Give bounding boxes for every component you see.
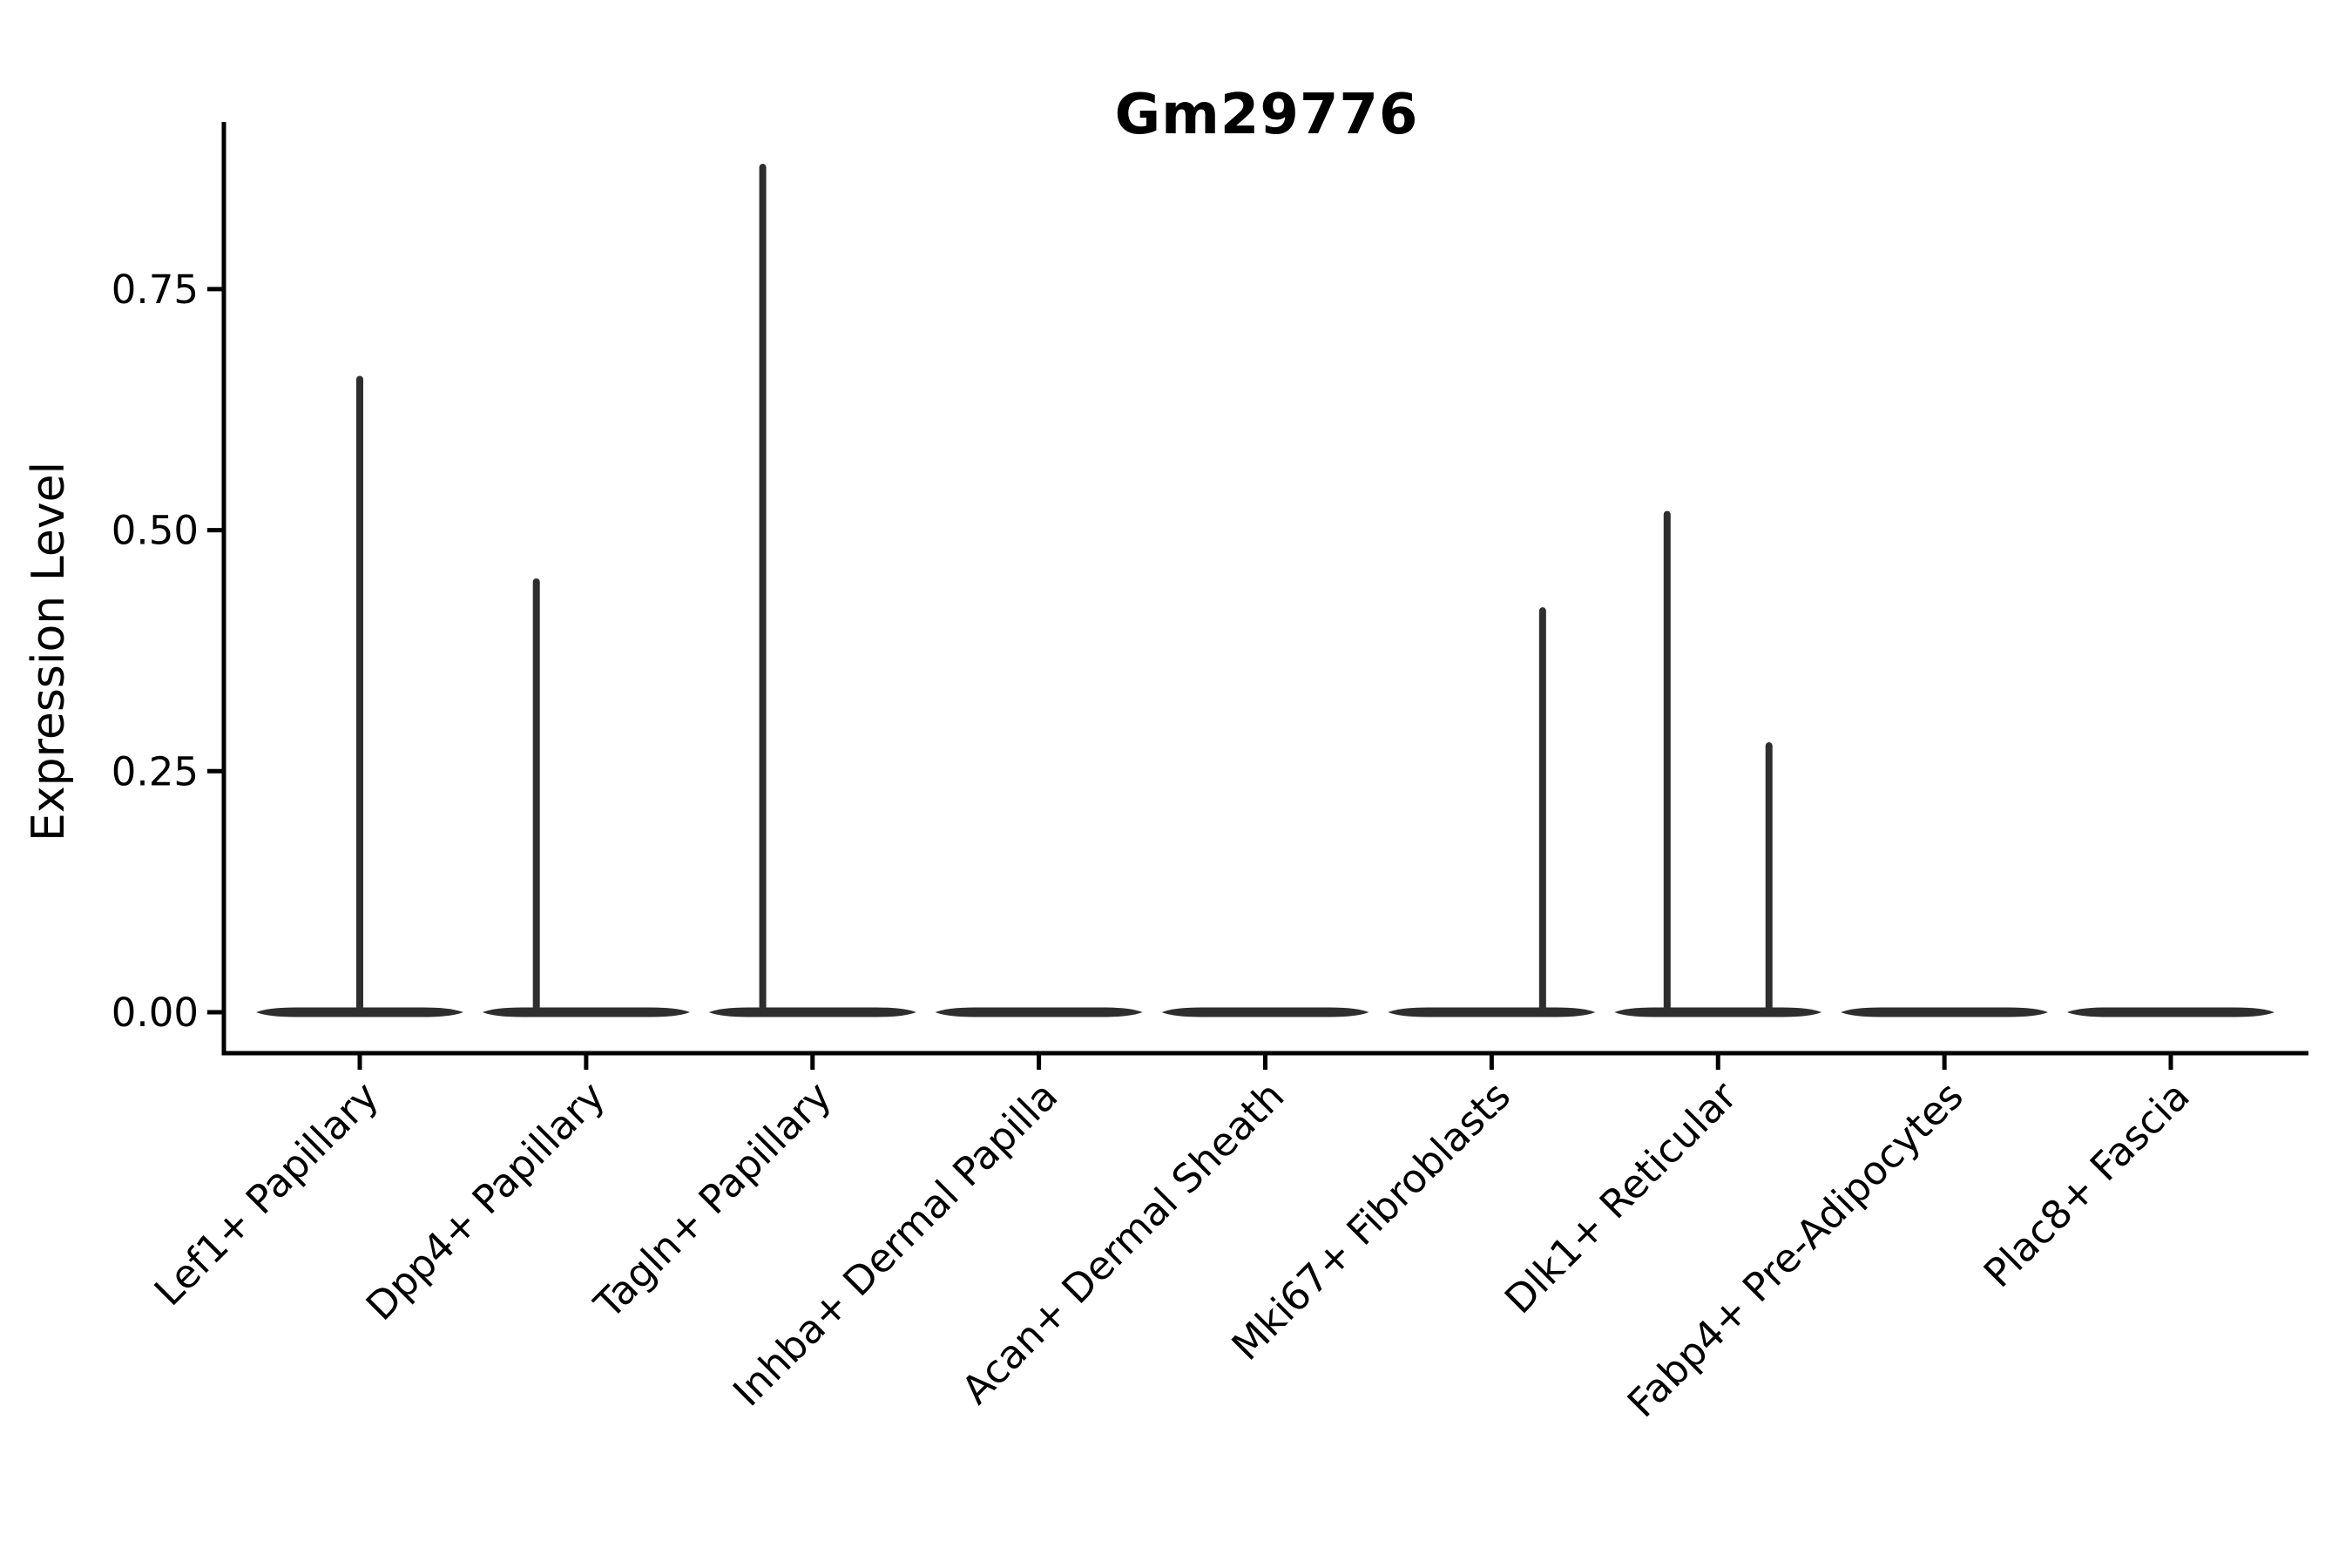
x-tick-label: Dlk1+ Reticular [1496, 1072, 1746, 1322]
y-tick-label: 0.50 [112, 508, 199, 554]
x-tick-label: Tagln+ Papillary [585, 1072, 840, 1328]
chart-title: Gm29776 [1114, 83, 1419, 147]
y-tick-label: 0.75 [112, 267, 199, 313]
violin-body [708, 1007, 916, 1017]
violin-body [1388, 1007, 1596, 1017]
violin-body [1841, 1007, 2049, 1017]
x-tick-label: Lef1+ Papillary [145, 1072, 388, 1315]
violin-body [1614, 1007, 1822, 1017]
violin-body [1161, 1007, 1369, 1017]
y-tick-label: 0.25 [112, 748, 199, 794]
violin-body [2067, 1007, 2274, 1017]
y-tick-label: 0.00 [112, 990, 199, 1036]
x-tick-label: Dpp4+ Papillary [357, 1072, 614, 1329]
violin-body [482, 1007, 690, 1017]
violin-body [935, 1007, 1143, 1017]
x-tick-label: Plac8+ Fascia [1975, 1072, 2199, 1296]
